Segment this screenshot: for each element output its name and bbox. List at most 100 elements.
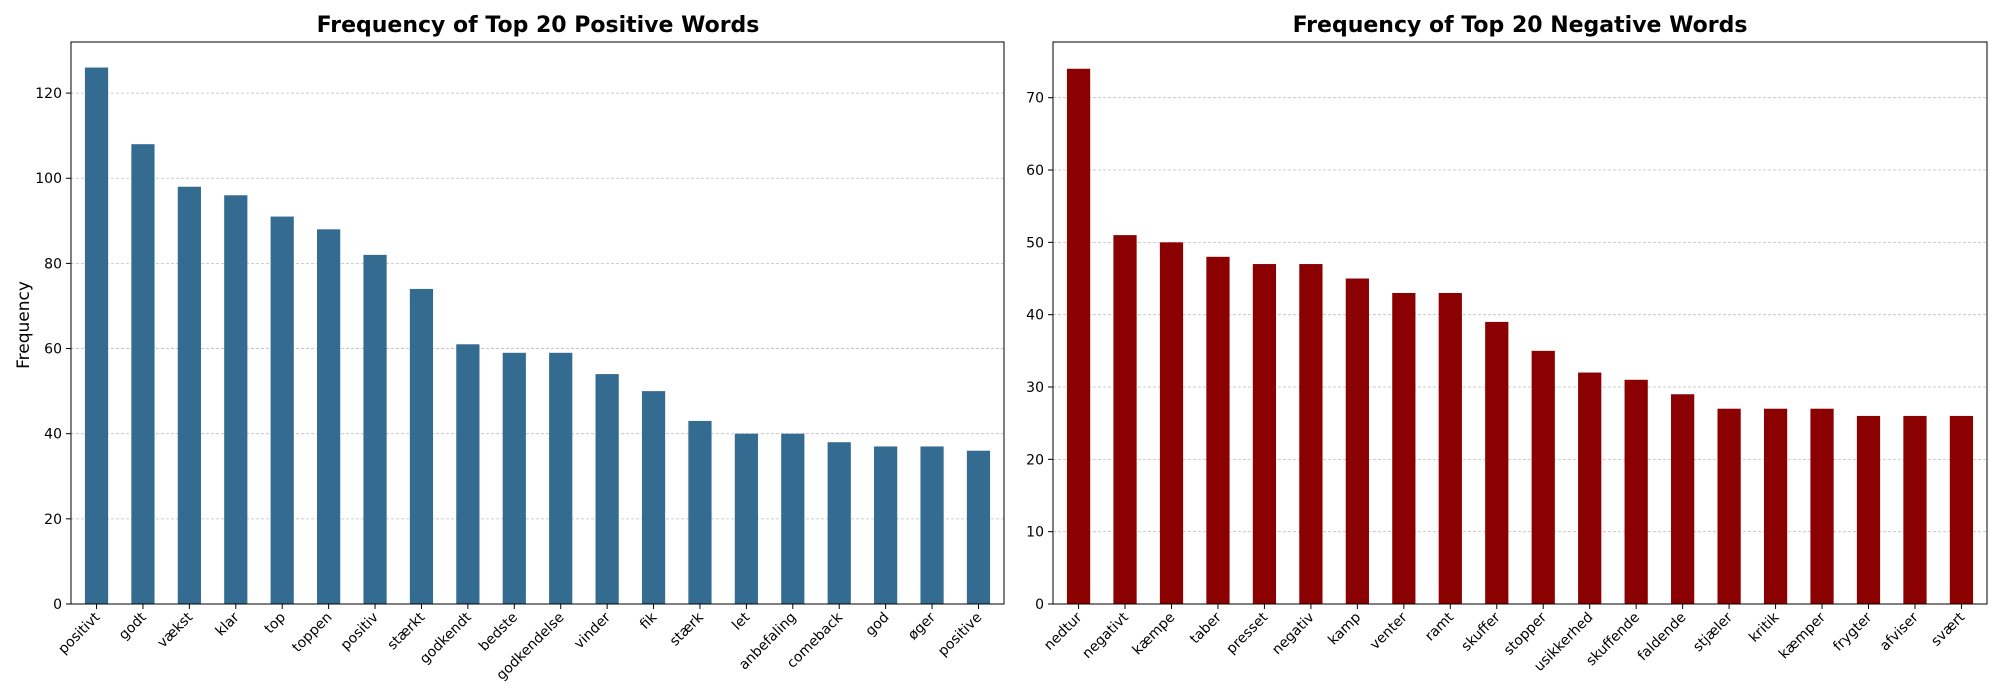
x-tick-label: stærk [667,609,708,650]
chart-title: Frequency of Top 20 Positive Words [317,13,760,38]
bar-top [270,216,294,604]
bars [1066,68,1974,604]
x-tick-label: svært [1928,609,1968,649]
x-tick-label: øger [905,609,939,643]
bar-stjæler [1717,408,1741,604]
x-tick-label: positive [935,610,985,660]
x-tick-label: godkendt [417,609,475,667]
bar-presset [1252,264,1277,604]
x-tick-label: positivt [55,609,103,657]
bar-kæmper [1810,408,1834,604]
x-tick-label: god [863,610,893,640]
x-tick-label: ramt [1422,609,1457,644]
bar-frygter [1856,415,1881,604]
bar-godkendt [456,344,480,604]
x-tick-label: frygter [1830,609,1875,654]
y-axis-label: Frequency [14,281,34,369]
y-tick-label: 50 [1026,235,1044,251]
bar-let [734,433,758,604]
y-tick-label: 60 [44,342,62,358]
x-tick-label: taber [1187,609,1225,647]
y-ticks: 0 10 20 30 40 50 60 70 [1026,91,1053,613]
bar-toppen [317,229,341,605]
negative-words-chart: Frequency of Top 20 Negative Words 0 10 20… [1026,13,1988,675]
bar-positiv [363,254,387,604]
bar-kæmpe [1159,242,1184,604]
x-tick-label: negativt [1079,609,1132,662]
x-tick-label: top [261,609,289,637]
x-tick-label: skuffer [1458,609,1503,654]
x-tick-label: kritik [1746,609,1783,646]
gridlines [71,92,1004,520]
x-tick-label: positiv [338,610,382,654]
x-tick-label: let [729,609,753,633]
bar-kamp [1345,278,1369,604]
chart-title: Frequency of Top 20 Negative Words [1293,13,1748,38]
bar-god [874,446,898,604]
bar-negativt [1113,235,1137,604]
y-tick-label: 30 [1026,380,1044,396]
bar-positive [966,450,991,604]
bar-stærkt [409,288,434,604]
x-ticks: positivt godt vækst klar top toppen positiv stæ… [55,604,985,684]
bar-negativ [1299,264,1323,604]
bar-godkendelse [549,352,573,604]
y-tick-label: 100 [35,171,62,187]
bar-comeback [827,442,851,604]
y-tick-label: 0 [1035,597,1044,613]
bar-afviser [1903,415,1927,604]
y-tick-label: 40 [44,427,62,443]
y-tick-label: 20 [1026,452,1044,468]
y-tick-label: 60 [1026,163,1044,179]
x-tick-label: kæmpe [1130,610,1179,659]
x-tick-label: stærkt [385,609,429,653]
bar-svært [1949,415,1974,604]
bar-øger [920,446,944,604]
bar-skuffende [1624,379,1648,604]
bar-faldende [1671,394,1695,604]
bar-klar [224,195,248,605]
x-tick-label: negativ [1269,610,1318,659]
bar-venter [1392,292,1416,604]
bar-vækst [177,186,201,604]
x-tick-label: fik [637,609,661,633]
y-tick-label: 80 [44,256,62,272]
bar-skuffer [1485,321,1509,604]
y-tick-label: 0 [53,597,62,613]
x-tick-label: godt [116,609,150,643]
bar-anbefaling [781,433,805,604]
bar-stærk [688,420,712,604]
bar-taber [1206,256,1230,604]
y-ticks: 0 20 40 60 80 100 120 [35,86,71,613]
x-tick-label: stjæler [1690,609,1736,655]
x-tick-label: venter [1367,609,1411,653]
bar-bedste [502,352,526,604]
bar-usikkerhed [1578,372,1602,604]
x-tick-label: presset [1223,609,1271,657]
bar-godt [131,144,155,604]
x-tick-label: klar [213,609,243,639]
x-tick-label: faldende [1635,610,1690,665]
x-tick-label: kamp [1325,609,1364,648]
plot-frame [70,41,1005,605]
x-tick-label: toppen [289,610,335,656]
bar-positivt [84,67,109,604]
plot-frame [1052,41,1988,605]
bar-ramt [1438,292,1462,604]
bar-stopper [1531,350,1555,604]
x-tick-label: vækst [155,609,197,651]
y-tick-label: 20 [44,512,62,528]
y-tick-label: 40 [1026,308,1044,324]
y-tick-label: 120 [35,86,62,102]
bar-vinder [595,374,619,604]
y-tick-label: 10 [1026,525,1044,541]
bars [84,67,991,605]
x-tick-label: nedtur [1041,609,1085,653]
bar-kritik [1763,408,1788,604]
x-tick-label: bedste [476,610,521,655]
x-tick-label: kæmper [1776,609,1829,662]
bar-fik [641,391,666,604]
gridlines [1053,97,1987,533]
